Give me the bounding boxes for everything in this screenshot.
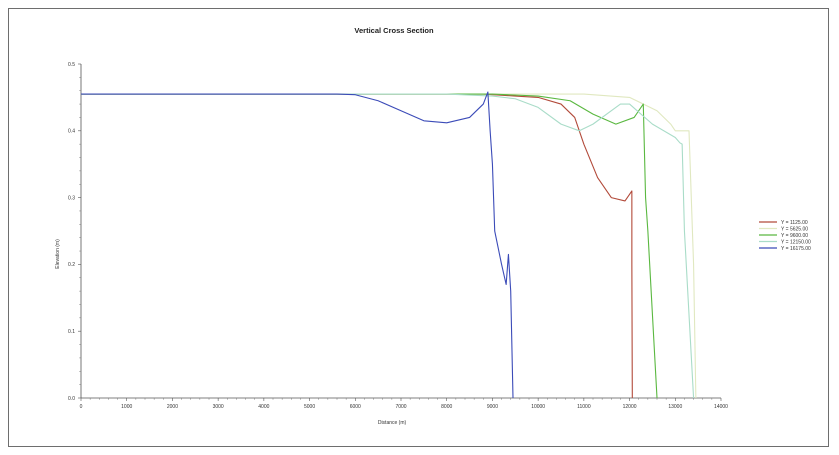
legend-label-2: Y = 5625.00 [781, 226, 808, 232]
y-tick-label: 0.2 [68, 262, 75, 268]
y-tick-label: 0.1 [68, 329, 75, 335]
chart-canvas: Vertical Cross Section Distance (m) Elev… [55, 26, 811, 426]
x-tick-label: 11000 [577, 404, 591, 410]
legend-label-1: Y = 1125.00 [781, 220, 808, 226]
chart-title: Vertical Cross Section [354, 26, 434, 35]
x-axis-label: Distance (m) [378, 420, 407, 426]
x-tick-label: 14000 [714, 404, 728, 410]
x-tick-label: 0 [80, 404, 83, 410]
series-line-5 [81, 91, 514, 399]
series-line-2 [81, 93, 697, 399]
x-tick-label: 2000 [167, 404, 178, 410]
series-lines [81, 91, 697, 399]
y-tick-label: 0.0 [68, 396, 75, 402]
chart-frame: Vertical Cross Section Distance (m) Elev… [8, 8, 829, 447]
x-tick-label: 4000 [258, 404, 269, 410]
x-tick-label: 12000 [623, 404, 637, 410]
x-tick-label: 10000 [531, 404, 545, 410]
x-tick-label: 8000 [441, 404, 452, 410]
legend-label-4: Y = 12150.00 [781, 239, 811, 245]
legend: Y = 1125.00Y = 5625.00Y = 9600.00Y = 121… [759, 220, 811, 252]
x-tick-label: 3000 [213, 404, 224, 410]
x-tick-label: 1000 [121, 404, 132, 410]
x-tick-label: 6000 [350, 404, 361, 410]
y-axis-label: Elevation (m) [55, 239, 61, 269]
y-tick-label: 0.3 [68, 195, 75, 201]
series-line-4 [81, 93, 695, 399]
x-tick-label: 5000 [304, 404, 315, 410]
series-line-1 [81, 93, 633, 399]
x-tick-label: 13000 [668, 404, 682, 410]
y-tick-label: 0.4 [68, 129, 75, 135]
series-line-3 [81, 93, 658, 399]
y-tick-label: 0.5 [68, 62, 75, 68]
axes: 0 1000 2000 3000 4000 5000 6000 7000 8000 9000 100… [68, 62, 728, 410]
x-tick-label: 9000 [487, 404, 498, 410]
legend-label-5: Y = 16175.00 [781, 246, 811, 252]
legend-label-3: Y = 9600.00 [781, 233, 808, 239]
x-tick-label: 7000 [395, 404, 406, 410]
